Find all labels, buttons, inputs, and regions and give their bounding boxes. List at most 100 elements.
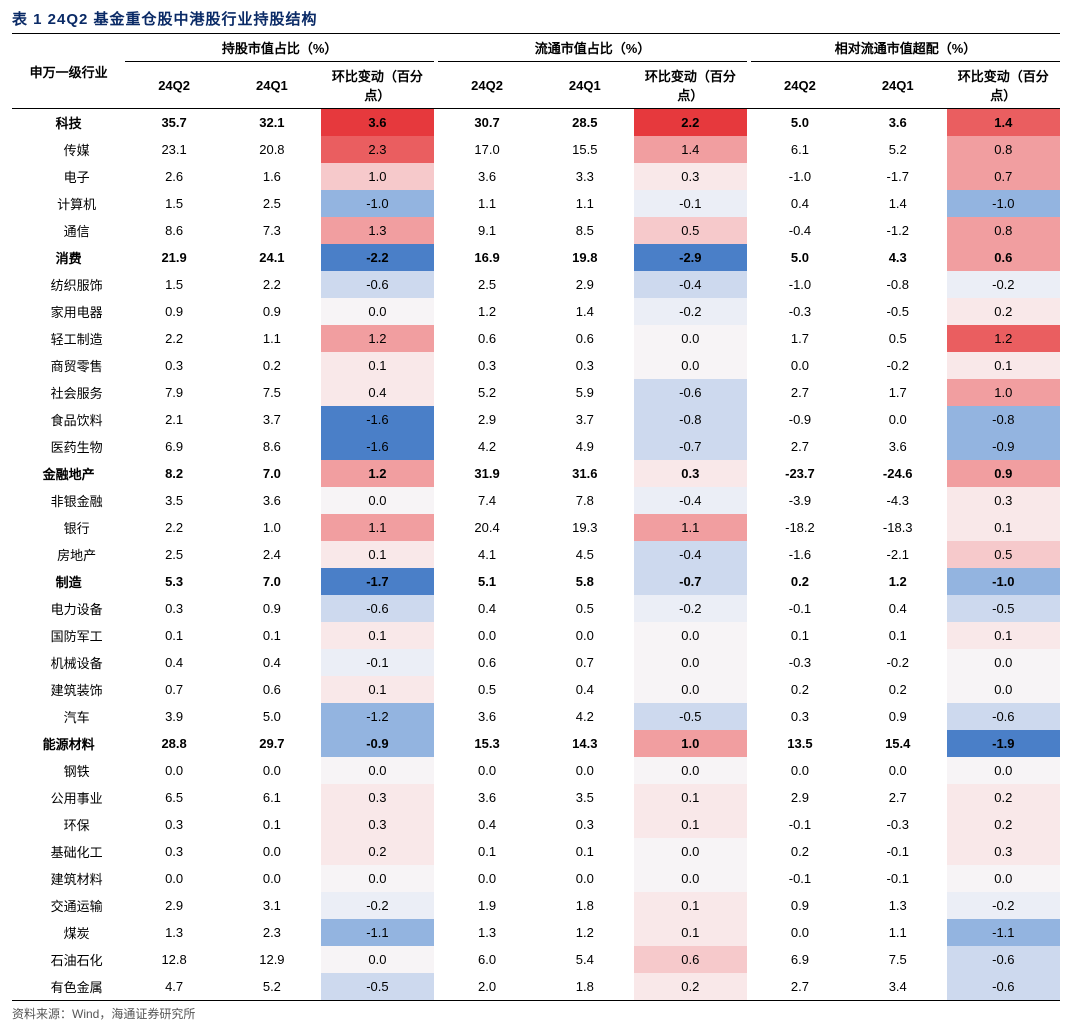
value-cell: 0.3 — [947, 487, 1060, 514]
value-cell: 1.0 — [634, 730, 747, 757]
value-cell: 20.4 — [438, 514, 536, 541]
industry-name: 纺织服饰 — [12, 271, 125, 298]
value-cell: -1.6 — [321, 406, 434, 433]
value-cell: 0.3 — [321, 784, 434, 811]
value-cell: 19.3 — [536, 514, 634, 541]
value-cell: 8.6 — [125, 217, 223, 244]
value-cell: 0.6 — [536, 325, 634, 352]
value-cell: 1.7 — [849, 379, 947, 406]
value-cell: 1.6 — [223, 163, 321, 190]
value-cell: 1.4 — [947, 109, 1060, 137]
sub-row: 基础化工0.30.00.20.10.10.00.2-0.10.3 — [12, 838, 1060, 865]
value-cell: -1.0 — [321, 190, 434, 217]
value-cell: 24.1 — [223, 244, 321, 271]
sub-row: 钢铁0.00.00.00.00.00.00.00.00.0 — [12, 757, 1060, 784]
value-cell: -0.1 — [849, 838, 947, 865]
value-cell: 15.4 — [849, 730, 947, 757]
value-cell: 0.2 — [751, 838, 849, 865]
value-cell: -0.1 — [634, 190, 747, 217]
value-cell: 0.9 — [751, 892, 849, 919]
value-cell: 2.4 — [223, 541, 321, 568]
value-cell: 5.1 — [438, 568, 536, 595]
value-cell: 0.3 — [125, 838, 223, 865]
value-cell: -18.3 — [849, 514, 947, 541]
value-cell: 8.2 — [125, 460, 223, 487]
value-cell: 1.1 — [321, 514, 434, 541]
industry-name: 制造 — [12, 568, 125, 595]
industry-name: 建筑装饰 — [12, 676, 125, 703]
value-cell: 3.6 — [849, 433, 947, 460]
value-cell: -24.6 — [849, 460, 947, 487]
value-cell: -0.2 — [634, 298, 747, 325]
value-cell: 0.1 — [634, 919, 747, 946]
industry-name: 医药生物 — [12, 433, 125, 460]
value-cell: 2.0 — [438, 973, 536, 1001]
value-cell: 0.3 — [634, 460, 747, 487]
value-cell: 0.0 — [947, 865, 1060, 892]
value-cell: 0.0 — [751, 757, 849, 784]
value-cell: 1.2 — [438, 298, 536, 325]
value-cell: 0.4 — [751, 190, 849, 217]
industry-name: 银行 — [12, 514, 125, 541]
value-cell: 19.8 — [536, 244, 634, 271]
value-cell: 4.2 — [438, 433, 536, 460]
value-cell: 3.7 — [223, 406, 321, 433]
value-cell: 0.3 — [536, 811, 634, 838]
sub-row: 建筑装饰0.70.60.10.50.40.00.20.20.0 — [12, 676, 1060, 703]
industry-name: 家用电器 — [12, 298, 125, 325]
value-cell: 0.0 — [125, 865, 223, 892]
value-cell: 0.5 — [634, 217, 747, 244]
value-cell: 0.4 — [321, 379, 434, 406]
value-cell: 7.8 — [536, 487, 634, 514]
value-cell: 0.1 — [223, 811, 321, 838]
hdr-sub: 环比变动（百分点） — [321, 62, 434, 109]
value-cell: 2.3 — [321, 136, 434, 163]
value-cell: 0.0 — [536, 757, 634, 784]
value-cell: -0.6 — [321, 595, 434, 622]
value-cell: 1.4 — [634, 136, 747, 163]
value-cell: 1.2 — [536, 919, 634, 946]
value-cell: -0.1 — [751, 595, 849, 622]
value-cell: -0.9 — [751, 406, 849, 433]
value-cell: 0.3 — [125, 352, 223, 379]
industry-name: 机械设备 — [12, 649, 125, 676]
table-body: 科技35.732.13.630.728.52.25.03.61.4传媒23.12… — [12, 109, 1060, 1001]
value-cell: -0.2 — [321, 892, 434, 919]
sector-row: 金融地产8.27.01.231.931.60.3-23.7-24.60.9 — [12, 460, 1060, 487]
industry-name: 交通运输 — [12, 892, 125, 919]
value-cell: 3.3 — [536, 163, 634, 190]
industry-name: 环保 — [12, 811, 125, 838]
value-cell: 20.8 — [223, 136, 321, 163]
value-cell: 7.4 — [438, 487, 536, 514]
value-cell: 0.4 — [849, 595, 947, 622]
value-cell: 17.0 — [438, 136, 536, 163]
value-cell: 0.0 — [634, 676, 747, 703]
value-cell: 0.3 — [438, 352, 536, 379]
value-cell: 0.2 — [849, 676, 947, 703]
value-cell: -0.1 — [751, 865, 849, 892]
value-cell: 0.0 — [634, 352, 747, 379]
value-cell: 3.6 — [438, 163, 536, 190]
sub-row: 纺织服饰1.52.2-0.62.52.9-0.4-1.0-0.8-0.2 — [12, 271, 1060, 298]
sub-row: 商贸零售0.30.20.10.30.30.00.0-0.20.1 — [12, 352, 1060, 379]
value-cell: 0.0 — [634, 838, 747, 865]
value-cell: 0.0 — [634, 865, 747, 892]
value-cell: 28.5 — [536, 109, 634, 137]
value-cell: 0.2 — [751, 568, 849, 595]
value-cell: 1.1 — [223, 325, 321, 352]
value-cell: 0.2 — [223, 352, 321, 379]
value-cell: 5.2 — [438, 379, 536, 406]
table-header: 申万一级行业 持股市值占比（%） 流通市值占比（%） 相对流通市值超配（%） 2… — [12, 34, 1060, 109]
industry-name: 金融地产 — [12, 460, 125, 487]
value-cell: -1.6 — [321, 433, 434, 460]
value-cell: 5.3 — [125, 568, 223, 595]
value-cell: -2.2 — [321, 244, 434, 271]
value-cell: 2.2 — [223, 271, 321, 298]
value-cell: 12.9 — [223, 946, 321, 973]
value-cell: -0.2 — [634, 595, 747, 622]
value-cell: 0.9 — [223, 595, 321, 622]
value-cell: 29.7 — [223, 730, 321, 757]
hdr-sub: 环比变动（百分点） — [947, 62, 1060, 109]
value-cell: 2.9 — [536, 271, 634, 298]
sector-row: 制造5.37.0-1.75.15.8-0.70.21.2-1.0 — [12, 568, 1060, 595]
